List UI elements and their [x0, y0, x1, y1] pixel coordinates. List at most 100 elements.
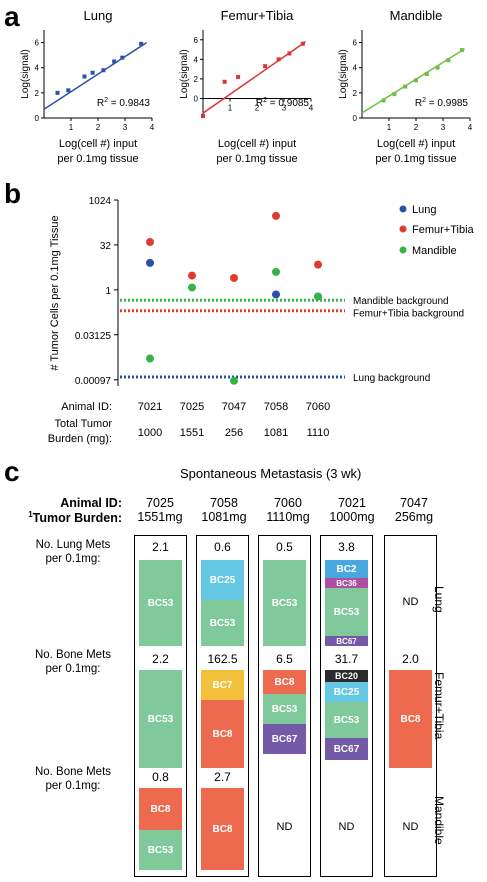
segment-bc67: BC67: [325, 738, 368, 760]
tumor-cells-chart: 1024 32 1 0.03125 0.00097 # Tumor Cells per 0…: [48, 196, 475, 445]
segment-bc53: BC53: [139, 830, 182, 870]
col-id: 7047: [400, 496, 428, 510]
bone-met-value: 162.5: [207, 652, 238, 666]
col-burden: 1551mg: [137, 510, 183, 524]
data-point: [55, 90, 60, 95]
row-label-bone-line1: No. Bone Mets: [34, 649, 112, 661]
tumor-burden-sup: 1: [28, 510, 33, 519]
burden-label-line2: Burden (mg):: [48, 433, 112, 445]
data-point: [112, 59, 117, 64]
segment-bc53: BC53: [139, 560, 182, 646]
bone-met-value: 6.5: [276, 652, 293, 666]
lung-met-value: 2.1: [152, 540, 169, 554]
legend-label: Femur+Tibia: [412, 224, 475, 236]
row-label-lung-line1: No. Lung Mets: [35, 539, 111, 551]
data-point: [435, 65, 440, 70]
segment-bc8: BC8: [263, 670, 306, 694]
x-axis-label-line2: per 0.1mg tissue: [216, 153, 297, 165]
data-point: [446, 58, 451, 63]
y-tick-label: 6: [35, 39, 40, 48]
lung-met-value: 0.5: [276, 540, 293, 554]
y-tick-label: 0: [194, 94, 199, 103]
segment-bc53: BC53: [201, 600, 244, 646]
data-point: [414, 78, 418, 83]
animal-id-value: 7047: [222, 401, 246, 413]
burden-value: 256: [225, 427, 243, 439]
not-detected-label: ND: [276, 821, 293, 833]
mandible-met-value: 2.7: [214, 770, 231, 784]
panel-c-title: Spontaneous Metastasis (3 wk): [180, 466, 362, 481]
x-tick-label: 1: [228, 103, 233, 112]
burden-value: 1110: [307, 427, 330, 439]
legend-marker: [399, 225, 407, 233]
y-tick-label: 1024: [89, 196, 112, 207]
segment-bc8: BC8: [139, 788, 182, 830]
panel-a-charts: Lung 0 2 4 6 1 2 3 4 R2 = 0.9843 Log(signal) Log(ce…: [20, 8, 473, 165]
panel-label-c: c: [4, 456, 20, 487]
x-tick-label: 2: [255, 103, 260, 112]
data-point-femur-tibia: [230, 273, 238, 282]
r-squared-label: R2 = 0.9985: [415, 97, 469, 109]
data-point: [381, 98, 386, 103]
data-point: [403, 84, 408, 89]
data-point-femur-tibia: [146, 238, 154, 247]
col-burden: 1000mg: [329, 510, 375, 524]
animal-id-label: Animal ID:: [61, 401, 112, 413]
scatter-plot-0: Lung 0 2 4 6 1 2 3 4 R2 = 0.9843 Log(signal) Log(ce…: [20, 8, 155, 165]
row-label-bone-line2: per 0.1mg:: [45, 663, 101, 675]
animal-id-value: 7025: [180, 401, 204, 413]
data-point-mandible: [272, 267, 280, 276]
legend-label: Mandible: [412, 245, 457, 257]
legend-marker: [399, 205, 407, 213]
data-point: [300, 41, 305, 46]
segment-bc8: BC8: [389, 670, 432, 768]
col-header-7060: 7060 1110mg: [256, 496, 320, 524]
y-tick-label: 2: [353, 89, 358, 98]
y-axis-label: # Tumor Cells per 0.1mg Tissue: [49, 215, 61, 370]
data-point: [90, 70, 95, 75]
row-label-lung-line2: per 0.1mg:: [45, 553, 101, 565]
x-tick-label: 3: [441, 123, 446, 132]
segment-bc36: BC36: [325, 578, 368, 588]
scatter-plot-2: Mandible 0 2 4 6 1 2 3 4 R2 = 0.9985 Log(signal) Lo…: [338, 8, 473, 165]
lung-met-value: 0.6: [214, 540, 231, 554]
side-label-femur-tibia: Femur+Tibia: [432, 672, 446, 740]
panel-label-b: b: [4, 178, 22, 209]
y-tick-label: 32: [100, 241, 112, 252]
x-axis-label-line1: Log(cell #) input: [218, 138, 296, 150]
burden-label-line1: Total Tumor: [55, 418, 113, 430]
animal-id-label-text: Animal ID:: [60, 496, 122, 510]
burden-value: 1551: [180, 427, 204, 439]
not-detected-label: ND: [338, 821, 355, 833]
plot-title: Lung: [84, 8, 113, 23]
bone-met-value: 2.2: [152, 652, 169, 666]
y-axis-label: Log(signal): [338, 49, 349, 98]
y-axis-label: Log(signal): [20, 49, 31, 98]
col-id: 7021: [338, 496, 366, 510]
not-detected-label: ND: [402, 596, 419, 608]
segment-bc25: BC25: [201, 560, 244, 600]
segment-bc8: BC8: [201, 788, 244, 870]
y-tick-label: 1: [105, 286, 111, 297]
bone-met-value: 31.7: [334, 652, 359, 666]
data-point-femur-tibia: [272, 211, 280, 220]
y-tick-label: 0: [353, 114, 358, 123]
panel-label-a: a: [4, 1, 20, 32]
fit-line: [43, 41, 148, 110]
segment-bc2: BC2: [325, 560, 368, 578]
data-point: [201, 114, 205, 119]
met-column-7058: 0.6 BC25 BC53 162.5 BC7 BC8 2.7 BC8: [196, 535, 249, 877]
data-point: [392, 92, 397, 97]
plot-title: Mandible: [390, 8, 443, 23]
segment-bc53: BC53: [139, 670, 182, 768]
y-tick-label: 0: [35, 114, 40, 123]
r-squared-label: R2 = 0.9843: [97, 97, 151, 109]
y-axis-label: Log(signal): [179, 49, 190, 98]
row-label-lung: No. Lung Mets per 0.1mg:: [18, 538, 128, 566]
lung-background-label: Lung background: [353, 373, 430, 384]
side-label-lung: Lung: [432, 586, 446, 613]
animal-id-label: Animal ID:: [36, 496, 122, 510]
col-header-7025: 7025 1551mg: [128, 496, 192, 524]
col-header-7058: 7058 1081mg: [192, 496, 256, 524]
